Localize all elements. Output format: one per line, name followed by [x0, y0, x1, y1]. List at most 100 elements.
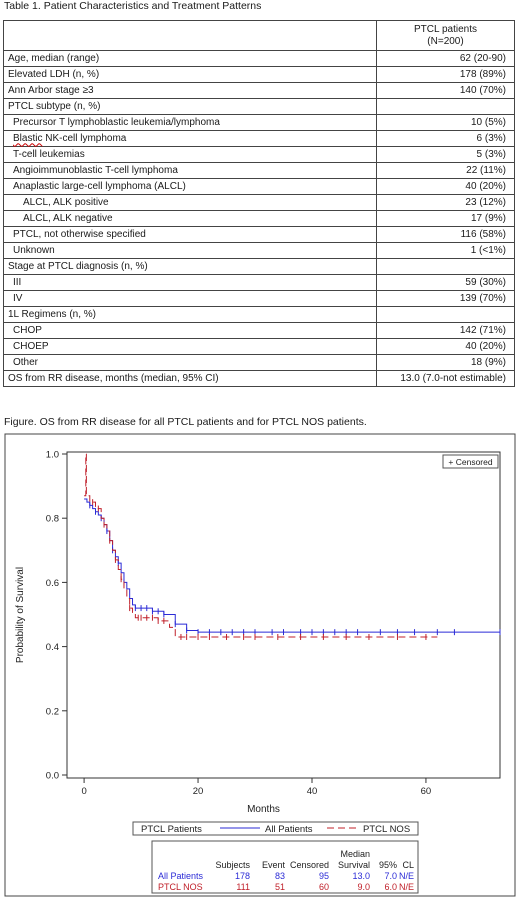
stats-cell: N/E — [399, 871, 414, 881]
row-label: Elevated LDH (n, %) — [3, 66, 377, 83]
table-row: T-cell leukemias 5 (3%) — [3, 146, 515, 163]
row-label: T-cell leukemias — [3, 146, 377, 163]
table-row: ALCL, ALK negative 17 (9%) — [3, 210, 515, 227]
stats-header-cell: 95% — [379, 860, 397, 870]
table-row: Elevated LDH (n, %) 178 (89%) — [3, 66, 515, 83]
table-header-empty-cell — [3, 20, 377, 51]
series-legend-box — [132, 821, 419, 836]
table-caption: Table 1. Patient Characteristics and Tre… — [4, 0, 262, 12]
row-label: Ann Arbor stage ≥3 — [3, 82, 377, 99]
table-row: IV 139 (70%) — [3, 290, 515, 307]
x-tick-label: 60 — [421, 786, 432, 797]
stats-cell: 9.0 — [357, 882, 370, 892]
table-header-row: PTCL patients (N=200) — [3, 20, 515, 51]
row-label: PTCL subtype (n, %) — [3, 98, 377, 115]
row-value: 1 (<1%) — [376, 242, 515, 259]
table-row: OS from RR disease, months (median, 95% … — [3, 370, 515, 387]
y-tick-label: 0.0 — [46, 771, 59, 782]
censored-legend-box — [442, 454, 499, 469]
y-tick-label: 0.6 — [46, 578, 59, 589]
row-value: 178 (89%) — [376, 66, 515, 83]
row-label: Age, median (range) — [3, 50, 377, 67]
row-value: 139 (70%) — [376, 290, 515, 307]
stats-row-name: PTCL NOS — [158, 882, 203, 892]
table-row: Stage at PTCL diagnosis (n, %) — [3, 258, 515, 275]
row-value: 13.0 (7.0-not estimable) — [376, 370, 515, 387]
figure-frame — [4, 433, 516, 897]
row-value: 40 (20%) — [376, 178, 515, 195]
censored-legend-label: + Censored — [448, 457, 492, 467]
row-label: OS from RR disease, months (median, 95% … — [3, 370, 377, 387]
row-value: 22 (11%) — [376, 162, 515, 179]
plot-area — [66, 451, 501, 779]
table-row: Unknown 1 (<1%) — [3, 242, 515, 259]
stats-header-cell: CL — [402, 860, 414, 870]
stats-cell: 178 — [235, 871, 250, 881]
table-row: 1L Regimens (n, %) — [3, 306, 515, 323]
legend-entry-all-patients: All Patients — [265, 824, 313, 835]
y-tick-label: 1.0 — [46, 450, 59, 461]
table-row: ALCL, ALK positive 23 (12%) — [3, 194, 515, 211]
x-tick-label: 20 — [193, 786, 204, 797]
x-tick-label: 0 — [81, 786, 86, 797]
row-value: 62 (20-90) — [376, 50, 515, 67]
row-label: 1L Regimens (n, %) — [3, 306, 377, 323]
figure-caption: Figure. OS from RR disease for all PTCL … — [4, 416, 367, 428]
x-axis-label: Months — [247, 804, 280, 815]
stats-cell: 95 — [319, 871, 329, 881]
row-value: 40 (20%) — [376, 338, 515, 355]
stats-cell: N/E — [399, 882, 414, 892]
stats-cell: 83 — [275, 871, 285, 881]
row-value: 140 (70%) — [376, 82, 515, 99]
stats-header-median: Median — [340, 849, 370, 859]
legend-entry-ptcl-nos: PTCL NOS — [363, 824, 410, 835]
row-value — [376, 258, 515, 275]
row-label: Blastic NK-cell lymphoma — [3, 130, 377, 147]
table-row: Age, median (range) 62 (20-90) — [3, 50, 515, 67]
legend-title: PTCL Patients — [141, 824, 202, 835]
table-row: Other 18 (9%) — [3, 354, 515, 371]
row-label: CHOEP — [3, 338, 377, 355]
row-label: ALCL, ALK negative — [3, 210, 377, 227]
stats-cell: 60 — [319, 882, 329, 892]
table-header-cell: PTCL patients (N=200) — [376, 20, 515, 51]
row-label: PTCL, not otherwise specified — [3, 226, 377, 243]
row-value: 116 (58%) — [376, 226, 515, 243]
table-row: Precursor T lymphoblastic leukemia/lymph… — [3, 114, 515, 131]
stats-header-cell: Censored — [290, 860, 329, 870]
row-label: Stage at PTCL diagnosis (n, %) — [3, 258, 377, 275]
row-label: Precursor T lymphoblastic leukemia/lymph… — [3, 114, 377, 131]
stats-table-box — [151, 840, 419, 894]
stats-header-cell: Event — [262, 860, 286, 870]
row-value: 18 (9%) — [376, 354, 515, 371]
table-row: PTCL subtype (n, %) — [3, 98, 515, 115]
y-tick-label: 0.2 — [46, 706, 59, 717]
table-row: CHOP 142 (71%) — [3, 322, 515, 339]
table-row: PTCL, not otherwise specified 116 (58%) — [3, 226, 515, 243]
row-label: Unknown — [3, 242, 377, 259]
stats-row-name: All Patients — [158, 871, 204, 881]
ptcl-nos-survival-curve — [84, 453, 438, 638]
survival-chart: 0.0 0.2 0.4 0.6 0.8 1.0 0 20 40 60 Months Probabili… — [4, 433, 516, 897]
table-row: Ann Arbor stage ≥3 140 (70%) — [3, 82, 515, 99]
table-row: Angioimmunoblastic T-cell lymphoma 22 (11… — [3, 162, 515, 179]
row-value — [376, 306, 515, 323]
row-value: 142 (71%) — [376, 322, 515, 339]
table-row: Anaplastic large-cell lymphoma (ALCL) 40 … — [3, 178, 515, 195]
row-value: 10 (5%) — [376, 114, 515, 131]
y-tick-label: 0.4 — [46, 642, 59, 653]
x-tick-label: 40 — [307, 786, 318, 797]
row-label: Anaplastic large-cell lymphoma (ALCL) — [3, 178, 377, 195]
row-label: III — [3, 274, 377, 291]
stats-header-cell: Subjects — [215, 860, 250, 870]
row-value: 59 (30%) — [376, 274, 515, 291]
stats-cell: 111 — [236, 882, 250, 892]
row-value: 5 (3%) — [376, 146, 515, 163]
table-row: CHOEP 40 (20%) — [3, 338, 515, 355]
header-line-1: PTCL patients — [414, 23, 477, 35]
spellcheck-word: Blastic — [13, 132, 43, 144]
row-label: Other — [3, 354, 377, 371]
all-patients-survival-curve — [84, 498, 500, 633]
row-value: 17 (9%) — [376, 210, 515, 227]
row-label: Angioimmunoblastic T-cell lymphoma — [3, 162, 377, 179]
